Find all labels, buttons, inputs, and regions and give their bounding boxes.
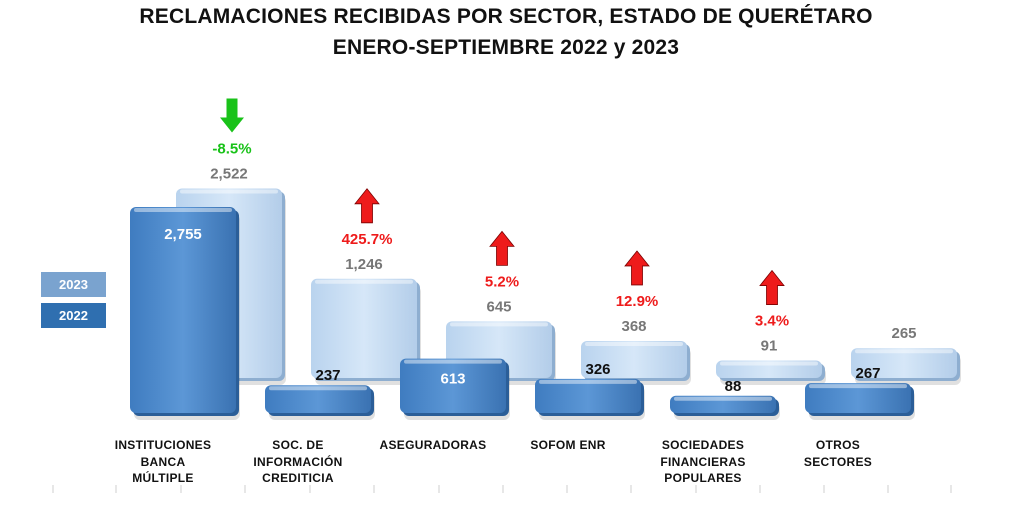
change-label-0: -8.5% <box>212 140 251 157</box>
change-label-3: 12.9% <box>616 293 659 310</box>
category-label-0-line-2: MÚLTIPLE <box>132 471 194 485</box>
change-label-1: 425.7% <box>342 231 393 248</box>
category-label-1: SOC. DE INFORMACIÓN CREDITICIA <box>233 437 363 487</box>
label-2023-2: 645 <box>486 298 511 315</box>
category-label-4-line-2: POPULARES <box>664 471 742 485</box>
category-label-2: ASEGURADORAS <box>368 437 498 454</box>
category-label-4: SOCIEDADES FINANCIERAS POPULARES <box>638 437 768 487</box>
bar-2022-5 <box>805 383 915 420</box>
change-arrow-1 <box>354 188 380 224</box>
category-label-5-line-0: OTROS <box>815 438 861 452</box>
category-label-0: INSTITUCIONES BANCA MÚLTIPLE <box>98 437 228 487</box>
label-2022-0: 2,755 <box>164 226 202 243</box>
category-label-2-line-0: ASEGURADORAS <box>379 438 487 452</box>
category-label-0-line-0: INSTITUCIONES <box>114 438 212 452</box>
chart-title-line-1: RECLAMACIONES RECIBIDAS POR SECTOR, ESTA… <box>139 5 873 28</box>
bar-2023-4 <box>716 360 826 385</box>
category-label-3: SOFOM ENR <box>503 437 633 454</box>
change-arrow-4 <box>759 269 785 305</box>
bar-2023-3 <box>581 340 691 385</box>
change-arrow-3 <box>624 250 650 286</box>
label-2022-2: 613 <box>440 371 465 388</box>
bar-2022-1 <box>265 385 375 420</box>
legend-2022: 2022 <box>41 303 106 328</box>
bar-2023-5 <box>851 348 961 385</box>
label-2023-1: 1,246 <box>345 256 383 273</box>
category-label-5-line-1: SECTORES <box>803 454 873 469</box>
category-label-4-line-0: SOCIEDADES <box>661 438 745 452</box>
category-label-0-line-1: BANCA <box>140 454 186 469</box>
change-arrow-0 <box>220 98 244 133</box>
category-label-5: OTROS SECTORES <box>773 437 903 470</box>
bar-2023-1 <box>311 278 421 385</box>
label-2022-3: 326 <box>585 361 610 378</box>
legend-2023: 2023 <box>41 272 106 297</box>
label-2023-4: 91 <box>761 338 778 355</box>
bar-2022-2 <box>400 358 510 420</box>
category-label-1-line-0: SOC. DE <box>272 438 324 452</box>
chart-title-line-2: ENERO-SEPTIEMBRE 2022 y 2023 <box>332 36 680 59</box>
bar-2022-0 <box>130 207 240 420</box>
change-label-2: 5.2% <box>485 273 519 290</box>
label-2022-5: 267 <box>855 365 880 382</box>
category-label-3-line-0: SOFOM ENR <box>530 438 606 452</box>
label-2022-4: 88 <box>725 378 742 395</box>
category-label-1-line-2: CREDITICIA <box>262 471 334 485</box>
label-2023-3: 368 <box>621 318 646 335</box>
bar-2022-3 <box>535 378 645 420</box>
bar-2022-4 <box>670 395 780 420</box>
label-2022-1: 237 <box>315 367 340 384</box>
category-label-1-line-1: INFORMACIÓN <box>253 454 343 469</box>
category-label-4-line-1: FINANCIERAS <box>660 454 746 469</box>
change-label-4: 3.4% <box>755 313 789 330</box>
change-arrow-2 <box>489 230 515 266</box>
label-2023-5: 265 <box>891 325 916 342</box>
label-2023-0: 2,522 <box>210 165 248 182</box>
